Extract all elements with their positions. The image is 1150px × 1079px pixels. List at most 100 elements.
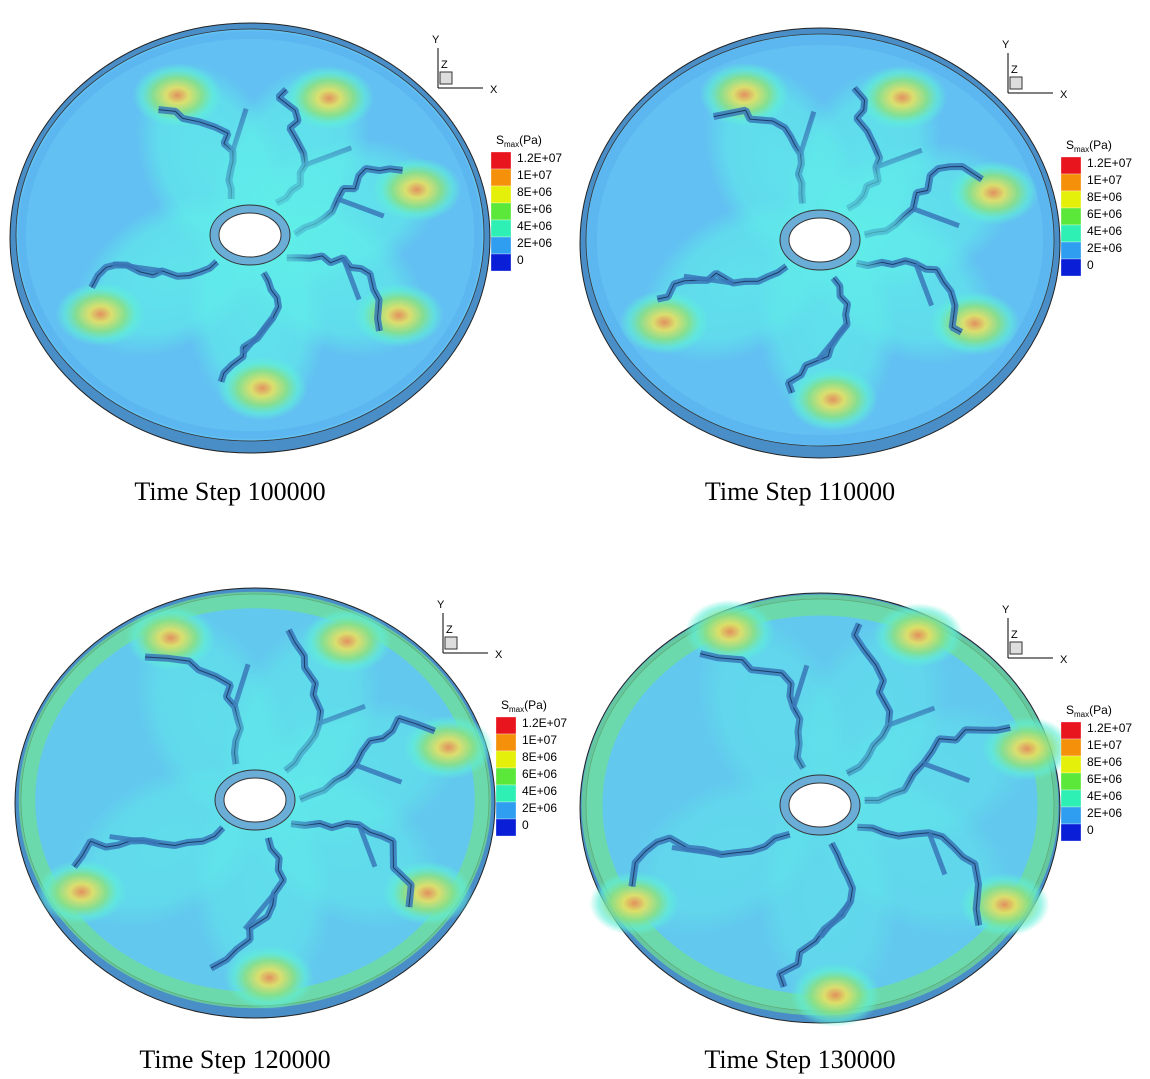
legend-swatch xyxy=(496,717,516,734)
legend-label: 2E+06 xyxy=(522,801,557,815)
legend-swatch xyxy=(1061,242,1081,259)
axis-label-y: Y xyxy=(437,599,445,611)
legend-swatch xyxy=(1061,225,1081,242)
legend-label: 1.2E+07 xyxy=(1087,156,1132,170)
axis-triad: Y Z X xyxy=(1002,39,1068,101)
axis-box xyxy=(440,72,452,84)
legend-swatch xyxy=(1061,739,1081,756)
bore xyxy=(789,783,851,827)
axis-box xyxy=(445,637,457,649)
bore xyxy=(789,218,851,262)
axis-label-x: X xyxy=(490,84,498,96)
legend-label: 2E+06 xyxy=(1087,806,1122,820)
legend-swatch xyxy=(1061,773,1081,790)
legend: Smax(Pa)1.2E+071E+078E+066E+064E+062E+06… xyxy=(496,698,567,836)
legend-title-unit: (Pa) xyxy=(1089,703,1112,717)
legend-label: 0 xyxy=(1087,258,1094,272)
legend-label: 0 xyxy=(1087,823,1094,837)
legend-label: 8E+06 xyxy=(1087,190,1122,204)
axis-label-z: Z xyxy=(441,59,448,71)
legend: Smax(Pa) 1.2E+07 1E+07 8E+06 6E+06 4E+06 2E+06… xyxy=(1061,703,1132,841)
legend-title-sub: max xyxy=(509,705,524,714)
hot-spot xyxy=(224,946,314,1010)
legend-title-sub: max xyxy=(1074,145,1089,154)
axis-triad: YZX xyxy=(437,599,503,661)
axis-label-y: Y xyxy=(432,34,440,46)
axis-label-x: X xyxy=(1060,654,1068,666)
legend-title-unit: (Pa) xyxy=(524,698,547,712)
axis-label-z: Z xyxy=(1011,629,1018,641)
caption: Time Step 120000 xyxy=(139,1045,330,1074)
legend-title-s: S xyxy=(496,133,504,147)
legend-label: 1E+07 xyxy=(1087,738,1122,752)
legend-label: 2E+06 xyxy=(517,236,552,250)
hot-spot xyxy=(982,717,1072,781)
legend-swatch xyxy=(1061,259,1081,276)
legend-title-s: S xyxy=(1066,138,1074,152)
legend-swatch xyxy=(491,152,511,169)
panel: Y Z X Smax(Pa) 1.2E+07 1E+07 8E+06 6E+06 4E+06 2E… xyxy=(580,589,1132,1074)
bore xyxy=(224,778,286,822)
legend-swatch xyxy=(496,751,516,768)
axis-label-x: X xyxy=(495,649,503,661)
legend-label: 8E+06 xyxy=(1087,755,1122,769)
hot-spot xyxy=(36,860,126,924)
hot-spot xyxy=(930,291,1020,355)
legend-label: 0 xyxy=(517,253,524,267)
hot-spot xyxy=(960,873,1050,937)
legend-swatch xyxy=(1061,174,1081,191)
legend-label: 1.2E+07 xyxy=(517,151,562,165)
legend-title-unit: (Pa) xyxy=(519,133,542,147)
legend-title-s: S xyxy=(501,698,509,712)
legend-swatch xyxy=(496,802,516,819)
legend-label: 6E+06 xyxy=(517,202,552,216)
hot-spot xyxy=(354,283,444,347)
legend-title-s: S xyxy=(1066,703,1074,717)
axis-triad: Y Z X xyxy=(432,34,498,96)
axis-box xyxy=(1010,77,1022,89)
legend-label: 4E+06 xyxy=(1087,789,1122,803)
legend-label: 8E+06 xyxy=(517,185,552,199)
caption: Time Step 100000 xyxy=(134,477,325,506)
legend-swatch xyxy=(491,254,511,271)
legend-swatch xyxy=(491,220,511,237)
hot-spot xyxy=(790,963,880,1027)
legend-label: 1E+07 xyxy=(522,733,557,747)
legend-label: 1.2E+07 xyxy=(522,716,567,730)
axis-box xyxy=(1010,642,1022,654)
legend-title: Smax(Pa) xyxy=(496,133,542,149)
legend: Smax(Pa)1.2E+071E+078E+066E+064E+062E+06… xyxy=(491,133,562,271)
legend-swatch xyxy=(491,237,511,254)
legend-label: 4E+06 xyxy=(1087,224,1122,238)
panel: YZXSmax(Pa)1.2E+071E+078E+066E+064E+062E… xyxy=(10,23,562,506)
legend-label: 1E+07 xyxy=(517,168,552,182)
axis-label-y: Y xyxy=(1002,39,1010,51)
legend-swatch xyxy=(496,768,516,785)
legend-swatch xyxy=(1061,208,1081,225)
legend-swatch xyxy=(496,819,516,836)
legend-title-unit: (Pa) xyxy=(1089,138,1112,152)
legend-label: 2E+06 xyxy=(1087,241,1122,255)
hot-spot xyxy=(699,63,789,127)
axis-label-z: Z xyxy=(1011,64,1018,76)
axis-label-y: Y xyxy=(1002,604,1010,616)
legend-title-sub: max xyxy=(504,140,519,149)
legend-title-sub: max xyxy=(1074,710,1089,719)
legend-swatch xyxy=(1061,157,1081,174)
legend-swatch xyxy=(1061,722,1081,739)
legend-swatch xyxy=(1061,756,1081,773)
legend-label: 1E+07 xyxy=(1087,173,1122,187)
legend-label: 1.2E+07 xyxy=(1087,721,1132,735)
axis-label-x: X xyxy=(1060,89,1068,101)
legend-label: 8E+06 xyxy=(522,750,557,764)
hot-spot xyxy=(55,282,145,346)
panel: YZXSmax(Pa)1.2E+071E+078E+066E+064E+062E… xyxy=(15,588,567,1074)
legend-swatch xyxy=(1061,191,1081,208)
legend-label: 0 xyxy=(522,818,529,832)
legend-title: Smax(Pa) xyxy=(501,698,547,714)
legend-title: Smax(Pa) xyxy=(1066,138,1112,154)
legend: Smax(Pa)1.2E+071E+078E+066E+064E+062E+06… xyxy=(1061,138,1132,276)
figure: YZXSmax(Pa)1.2E+071E+078E+066E+064E+062E… xyxy=(0,0,1150,1079)
legend-label: 6E+06 xyxy=(1087,772,1122,786)
legend-label: 4E+06 xyxy=(522,784,557,798)
